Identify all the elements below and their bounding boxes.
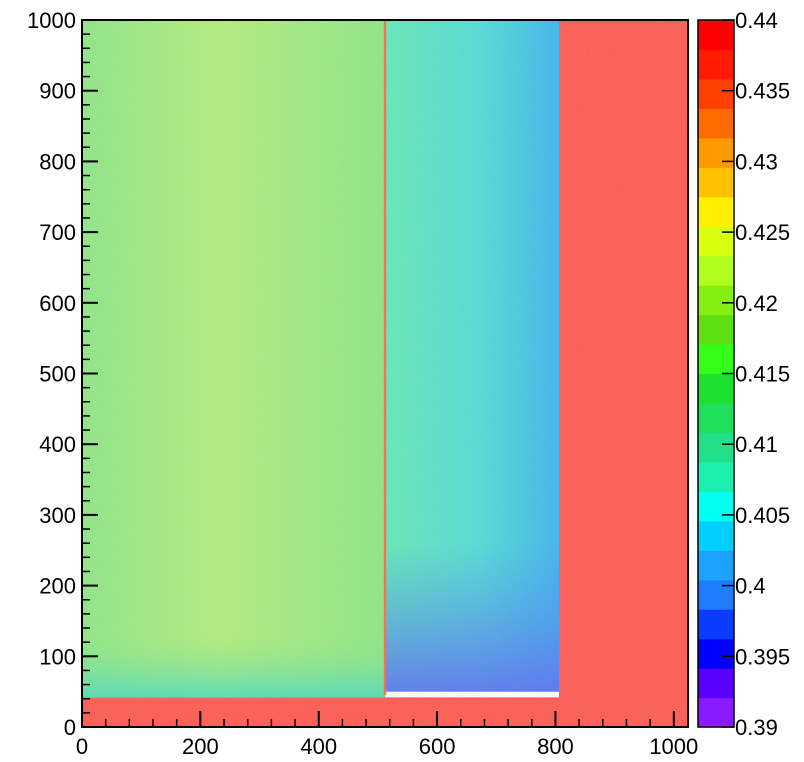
colorbar: 0.39 0.395 0.4 0.405 0.41 0.415 0.42 0.425 0.43 0… bbox=[697, 8, 790, 740]
x-tick-label: 600 bbox=[419, 734, 456, 759]
colorbar-tick-label: 0.435 bbox=[735, 79, 790, 104]
x-tick-label: 0 bbox=[76, 734, 88, 759]
colorbar-swatch bbox=[698, 491, 734, 522]
colorbar-swatch bbox=[698, 314, 734, 345]
x-tick-label: 800 bbox=[537, 734, 574, 759]
colorbar-tick-label: 0.43 bbox=[735, 149, 778, 174]
colorbar-tick-label: 0.41 bbox=[735, 432, 778, 457]
colorbar-swatch bbox=[698, 167, 734, 198]
colorbar-swatch bbox=[698, 137, 734, 168]
colorbar-tick-label: 0.39 bbox=[735, 715, 778, 740]
colorbar-tick-label: 0.405 bbox=[735, 503, 790, 528]
y-tick-label: 100 bbox=[39, 644, 76, 669]
colorbar-swatch bbox=[698, 49, 734, 80]
colorbar-tick-label: 0.4 bbox=[735, 574, 766, 599]
colorbar-swatch bbox=[698, 20, 734, 51]
y-tick-label: 900 bbox=[39, 79, 76, 104]
colorbar-swatch bbox=[698, 668, 734, 699]
colorbar-tick-label: 0.42 bbox=[735, 291, 778, 316]
y-axis: 0 100 200 300 400 500 600 700 800 900 1000 bbox=[27, 8, 98, 740]
x-tick-label: 1000 bbox=[649, 734, 698, 759]
y-tick-label: 400 bbox=[39, 432, 76, 457]
y-tick-label: 500 bbox=[39, 362, 76, 387]
plot-area bbox=[81, 19, 689, 728]
colorbar-tick-label: 0.395 bbox=[735, 644, 790, 669]
x-axis: 0 200 400 600 800 1000 bbox=[76, 711, 698, 759]
colorbar-swatch bbox=[698, 461, 734, 492]
colorbar-swatch bbox=[698, 697, 734, 728]
colorbar-swatch bbox=[698, 432, 734, 463]
colorbar-swatch bbox=[698, 609, 734, 640]
colorbar-swatch bbox=[698, 579, 734, 610]
x-tick-label: 400 bbox=[300, 734, 337, 759]
y-tick-label: 1000 bbox=[27, 8, 76, 33]
colorbar-swatch bbox=[698, 550, 734, 581]
y-tick-label: 600 bbox=[39, 291, 76, 316]
heatmap-noise-texture bbox=[82, 20, 688, 727]
y-tick-label: 800 bbox=[39, 149, 76, 174]
colorbar-swatch bbox=[698, 638, 734, 669]
colorbar-tick-label: 0.425 bbox=[735, 220, 790, 245]
colorbar-swatch bbox=[698, 520, 734, 551]
colorbar-tick-label: 0.44 bbox=[735, 8, 778, 33]
y-tick-label: 300 bbox=[39, 503, 76, 528]
x-tick-label: 200 bbox=[182, 734, 219, 759]
y-tick-label: 200 bbox=[39, 574, 76, 599]
y-tick-label: 700 bbox=[39, 220, 76, 245]
colorbar-swatch bbox=[698, 402, 734, 434]
colorbar-swatch bbox=[698, 226, 734, 257]
colorbar-tick-label: 0.415 bbox=[735, 362, 790, 387]
colorbar-swatch bbox=[698, 373, 734, 404]
colorbar-swatch bbox=[698, 78, 734, 109]
colorbar-swatch bbox=[698, 196, 734, 227]
colorbar-swatch bbox=[698, 255, 734, 286]
colorbar-swatch bbox=[698, 108, 734, 139]
y-tick-label: 0 bbox=[64, 715, 76, 740]
colorbar-swatch bbox=[698, 285, 734, 316]
colorbar-swatch bbox=[698, 344, 734, 375]
